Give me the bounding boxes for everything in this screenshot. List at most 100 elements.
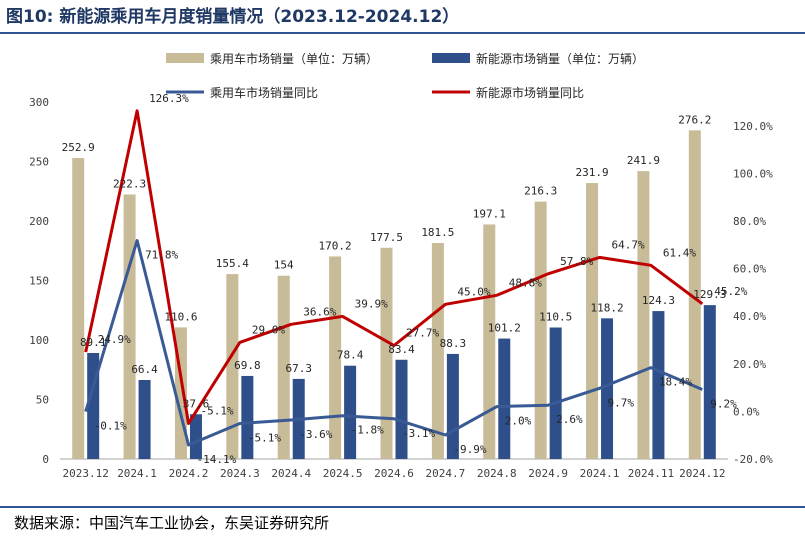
x-tick-label: 2024.1 [117,467,157,480]
axes: 0 50 100 150 200 250 300 -20.0% 0.0% 20.0% 40.0% 60… [29,96,773,480]
bar-label-nev: 101.2 [488,322,521,335]
bar-label-total: 154 [274,259,294,272]
bar-nev-sales [189,414,202,459]
right-tick-label: 100.0% [733,167,773,180]
legend-swatch-bar [166,53,204,63]
x-tick-label: 2024.8 [477,467,517,480]
x-tick-label: 2024.6 [374,467,414,480]
bar-label-total: 241.9 [627,154,660,167]
left-tick-label: 200 [29,215,49,228]
bar-nev-sales [549,327,562,459]
line-label-nev-yoy: 24.9% [98,333,131,346]
line-label-nev-yoy: 45.0% [457,285,490,298]
bar-total-sales [586,183,599,459]
bar-label-nev: 78.4 [337,349,364,362]
data-labels: 252.9 222.3 110.6 155.4 154 170.2 177.5 181.5 19… [62,92,748,466]
line-label-nev-yoy: 57.8% [560,255,593,268]
right-tick-label: 0.0% [733,405,760,418]
bar-label-nev: 83.4 [388,343,415,356]
x-tick-label: 2024.1 [580,467,620,480]
bar-label-total: 177.5 [370,231,403,244]
bar-label-total: 222.3 [113,177,146,190]
bar-label-nev: 37.6 [183,397,210,410]
bar-total-sales [277,275,290,459]
bar-label-nev: 69.8 [234,359,261,372]
line-label-nev-yoy: 39.9% [355,297,388,310]
line-label-total-yoy: -9.9% [453,443,486,456]
bar-label-total: 252.9 [62,141,95,154]
left-tick-label: 300 [29,96,49,109]
bar-nev-sales [703,305,716,459]
bar-total-sales [431,243,444,459]
line-nev-yoy [84,109,704,425]
line-label-total-yoy: 18.4% [659,376,692,389]
line-label-nev-yoy: 48.8% [509,276,542,289]
bar-label-nev: 88.3 [440,337,467,350]
line-label-total-yoy: -1.8% [351,424,384,437]
right-tick-label: 60.0% [733,263,766,276]
bar-label-total: 181.5 [421,226,454,239]
line-label-total-yoy: -3.6% [299,428,332,441]
right-tick-label: 40.0% [733,310,766,323]
bar-label-total: 216.3 [524,185,557,198]
bar-label-total: 276.2 [678,113,711,126]
bar-label-nev: 118.2 [590,301,623,314]
x-tick-label: 2023.12 [63,467,109,480]
left-tick-label: 150 [29,275,49,288]
bar-total-sales [226,274,239,459]
line-label-total-yoy: 9.2% [710,398,737,411]
bar-nev-sales [498,338,511,459]
legend-label: 乘用车市场销量（单位：万辆） [210,51,378,66]
lines [84,109,704,447]
source-note: 数据来源：中国汽车工业协会，东吴证券研究所 [14,514,330,532]
source-rule [0,506,805,508]
bar-nev-sales [395,359,408,459]
legend-label: 新能源市场销量（单位：万辆） [476,51,644,66]
line-label-nev-yoy: -5.1% [200,405,233,418]
line-label-nev-yoy: 29.0% [252,323,285,336]
line-label-nev-yoy: 27.7% [406,326,439,339]
line-label-total-yoy: 2.6% [556,413,583,426]
bar-label-total: 231.9 [575,166,608,179]
x-tick-label: 2024.7 [426,467,466,480]
bar-nev-sales [601,318,614,459]
bar-label-nev: 124.3 [642,294,675,307]
line-label-nev-yoy: 126.3% [149,92,189,105]
left-tick-label: 50 [36,394,49,407]
x-tick-label: 2024.2 [169,467,209,480]
bar-total-sales [637,171,650,459]
line-label-total-yoy: 9.7% [608,396,635,409]
x-tick-label: 2024.4 [271,467,311,480]
x-tick-label: 2024.12 [679,467,725,480]
bar-label-total: 155.4 [216,257,249,270]
right-tick-label: 20.0% [733,358,766,371]
x-tick-label: 2024.11 [628,467,674,480]
bar-label-nev: 110.5 [539,311,572,324]
title-rule [0,32,805,34]
line-label-total-yoy: 2.0% [505,415,532,428]
bar-label-nev: 129.3 [693,288,726,301]
bar-nev-sales [652,311,665,459]
right-tick-label: -20.0% [733,453,773,466]
line-label-total-yoy: 71.8% [145,249,178,262]
bar-nev-sales [344,365,357,459]
line-total-yoy [84,239,703,447]
legend-label: 乘用车市场销量同比 [210,85,318,100]
bar-total-sales [534,201,547,459]
line-label-nev-yoy: 36.6% [303,305,336,318]
bar-total-sales [380,247,393,459]
bar-label-total: 170.2 [319,239,352,252]
line-label-nev-yoy: 64.7% [612,238,645,251]
x-tick-label: 2024.3 [220,467,260,480]
left-tick-label: 0 [42,453,49,466]
line-label-total-yoy: -14.1% [196,453,236,466]
left-tick-label: 100 [29,334,49,347]
bar-nev-sales [241,375,254,459]
right-tick-label: 120.0% [733,120,773,133]
bar-label-total: 110.6 [164,310,197,323]
bar-total-sales [329,256,342,459]
bar-nev-sales [138,379,151,459]
legend: 乘用车市场销量（单位：万辆） 新能源市场销量（单位：万辆） 乘用车市场销量同比 新能源… [166,51,644,100]
bars [72,130,716,459]
line-label-nev-yoy: 45.2% [714,285,747,298]
